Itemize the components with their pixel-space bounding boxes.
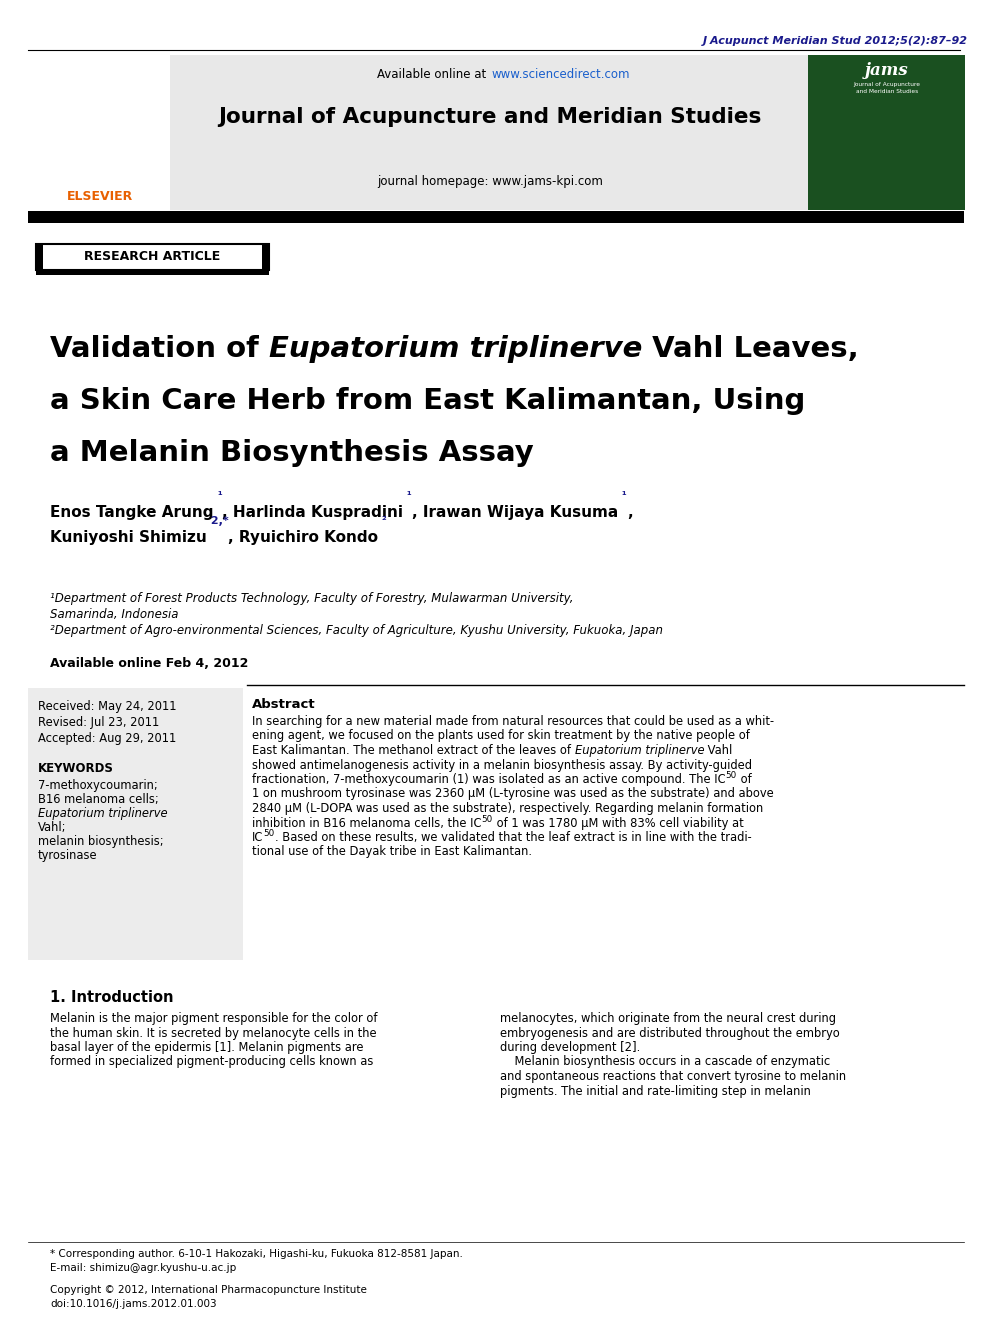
Text: Samarinda, Indonesia: Samarinda, Indonesia — [50, 609, 179, 620]
Text: , Irawan Wijaya Kusuma: , Irawan Wijaya Kusuma — [412, 505, 618, 520]
Text: Available online Feb 4, 2012: Available online Feb 4, 2012 — [50, 658, 248, 669]
Text: jams: jams — [865, 62, 909, 79]
Text: 7-methoxycoumarin;: 7-methoxycoumarin; — [38, 779, 158, 792]
Text: Enos Tangke Arung: Enos Tangke Arung — [50, 505, 213, 520]
Text: ²: ² — [379, 516, 387, 527]
Bar — [28, 688, 243, 960]
Text: and spontaneous reactions that convert tyrosine to melanin: and spontaneous reactions that convert t… — [500, 1070, 846, 1084]
Text: Vahl;: Vahl; — [38, 822, 66, 833]
Text: Kuniyoshi Shimizu: Kuniyoshi Shimizu — [50, 531, 206, 545]
Text: 1 on mushroom tyrosinase was 2360 μM (L-tyrosine was used as the substrate) and : 1 on mushroom tyrosinase was 2360 μM (L-… — [252, 787, 774, 800]
Text: E-mail: shimizu@agr.kyushu-u.ac.jp: E-mail: shimizu@agr.kyushu-u.ac.jp — [50, 1263, 236, 1273]
Bar — [262, 243, 269, 270]
Text: Vahl: Vahl — [704, 744, 732, 757]
Text: ,: , — [627, 505, 633, 520]
Text: Vahl Leaves,: Vahl Leaves, — [642, 335, 859, 363]
Text: ELSEVIER: ELSEVIER — [66, 191, 133, 202]
Text: ¹: ¹ — [618, 491, 627, 501]
Text: In searching for a new material made from natural resources that could be used a: In searching for a new material made fro… — [252, 714, 774, 728]
Text: Accepted: Aug 29, 2011: Accepted: Aug 29, 2011 — [38, 732, 177, 745]
Text: Journal of Acupuncture and Meridian Studies: Journal of Acupuncture and Meridian Stud… — [218, 107, 762, 127]
Text: embryogenesis and are distributed throughout the embryo: embryogenesis and are distributed throug… — [500, 1027, 840, 1040]
Text: a Skin Care Herb from East Kalimantan, Using: a Skin Care Herb from East Kalimantan, U… — [50, 388, 806, 415]
Text: formed in specialized pigment-producing cells known as: formed in specialized pigment-producing … — [50, 1056, 373, 1069]
Bar — [170, 56, 808, 210]
Text: J Acupunct Meridian Stud 2012;5(2):87–92: J Acupunct Meridian Stud 2012;5(2):87–92 — [703, 36, 968, 46]
Text: 50: 50 — [263, 830, 275, 837]
Text: a Melanin Biosynthesis Assay: a Melanin Biosynthesis Assay — [50, 439, 534, 467]
Text: Copyright © 2012, International Pharmacopuncture Institute: Copyright © 2012, International Pharmaco… — [50, 1285, 367, 1295]
Text: , Harlinda Kuspradini: , Harlinda Kuspradini — [222, 505, 404, 520]
Bar — [36, 243, 269, 270]
Text: IC: IC — [252, 831, 263, 844]
Text: Validation of: Validation of — [50, 335, 269, 363]
Text: Available online at: Available online at — [377, 67, 490, 81]
Text: melanocytes, which originate from the neural crest during: melanocytes, which originate from the ne… — [500, 1012, 836, 1025]
Bar — [28, 56, 170, 210]
Text: showed antimelanogenesis activity in a melanin biosynthesis assay. By activity-g: showed antimelanogenesis activity in a m… — [252, 758, 752, 771]
Bar — [36, 270, 269, 275]
Text: ¹: ¹ — [213, 491, 222, 501]
Text: ²Department of Agro-environmental Sciences, Faculty of Agriculture, Kyushu Unive: ²Department of Agro-environmental Scienc… — [50, 624, 663, 636]
Text: tional use of the Dayak tribe in East Kalimantan.: tional use of the Dayak tribe in East Ka… — [252, 845, 532, 859]
Text: ening agent, we focused on the plants used for skin treatment by the native peop: ening agent, we focused on the plants us… — [252, 729, 750, 742]
Text: , Ryuichiro Kondo: , Ryuichiro Kondo — [228, 531, 379, 545]
Text: B16 melanoma cells;: B16 melanoma cells; — [38, 792, 159, 806]
Text: . Based on these results, we validated that the leaf extract is in line with the: . Based on these results, we validated t… — [275, 831, 751, 844]
Text: during development [2].: during development [2]. — [500, 1041, 640, 1054]
Text: Eupatorium triplinerve: Eupatorium triplinerve — [574, 744, 704, 757]
Text: tyrosinase: tyrosinase — [38, 849, 97, 863]
Text: melanin biosynthesis;: melanin biosynthesis; — [38, 835, 164, 848]
Text: fractionation, 7-methoxycoumarin (1) was isolated as an active compound. The IC: fractionation, 7-methoxycoumarin (1) was… — [252, 773, 725, 786]
Text: 2,*: 2,* — [206, 516, 228, 527]
Text: the human skin. It is secreted by melanocyte cells in the: the human skin. It is secreted by melano… — [50, 1027, 377, 1040]
Text: doi:10.1016/j.jams.2012.01.003: doi:10.1016/j.jams.2012.01.003 — [50, 1299, 216, 1308]
Text: Journal of Acupuncture
and Meridian Studies: Journal of Acupuncture and Meridian Stud… — [853, 82, 921, 94]
Text: 50: 50 — [481, 815, 493, 823]
Bar — [808, 56, 965, 210]
Text: RESEARCH ARTICLE: RESEARCH ARTICLE — [84, 250, 220, 263]
Text: basal layer of the epidermis [1]. Melanin pigments are: basal layer of the epidermis [1]. Melani… — [50, 1041, 363, 1054]
Text: of: of — [737, 773, 752, 786]
Text: 2840 μM (L-DOPA was used as the substrate), respectively. Regarding melanin form: 2840 μM (L-DOPA was used as the substrat… — [252, 802, 763, 815]
Text: pigments. The initial and rate-limiting step in melanin: pigments. The initial and rate-limiting … — [500, 1085, 810, 1098]
Text: www.sciencedirect.com: www.sciencedirect.com — [491, 67, 630, 81]
Bar — [28, 210, 964, 224]
Text: Revised: Jul 23, 2011: Revised: Jul 23, 2011 — [38, 716, 160, 729]
Text: Received: May 24, 2011: Received: May 24, 2011 — [38, 700, 177, 713]
Text: ¹: ¹ — [404, 491, 412, 501]
Text: ¹Department of Forest Products Technology, Faculty of Forestry, Mulawarman Unive: ¹Department of Forest Products Technolog… — [50, 591, 573, 605]
Text: * Corresponding author. 6-10-1 Hakozaki, Higashi-ku, Fukuoka 812-8581 Japan.: * Corresponding author. 6-10-1 Hakozaki,… — [50, 1249, 463, 1259]
Bar — [36, 243, 43, 270]
Text: of 1 was 1780 μM with 83% cell viability at: of 1 was 1780 μM with 83% cell viability… — [493, 816, 743, 830]
Text: 50: 50 — [725, 771, 737, 781]
Text: inhibition in B16 melanoma cells, the IC: inhibition in B16 melanoma cells, the IC — [252, 816, 481, 830]
Text: Eupatorium triplinerve: Eupatorium triplinerve — [269, 335, 642, 363]
Text: KEYWORDS: KEYWORDS — [38, 762, 114, 775]
Text: Abstract: Abstract — [252, 699, 315, 710]
Text: Melanin biosynthesis occurs in a cascade of enzymatic: Melanin biosynthesis occurs in a cascade… — [500, 1056, 830, 1069]
Text: Eupatorium triplinerve: Eupatorium triplinerve — [38, 807, 168, 820]
Text: East Kalimantan. The methanol extract of the leaves of: East Kalimantan. The methanol extract of… — [252, 744, 574, 757]
Text: 1. Introduction: 1. Introduction — [50, 990, 174, 1005]
Text: Melanin is the major pigment responsible for the color of: Melanin is the major pigment responsible… — [50, 1012, 378, 1025]
Text: journal homepage: www.jams-kpi.com: journal homepage: www.jams-kpi.com — [377, 175, 603, 188]
